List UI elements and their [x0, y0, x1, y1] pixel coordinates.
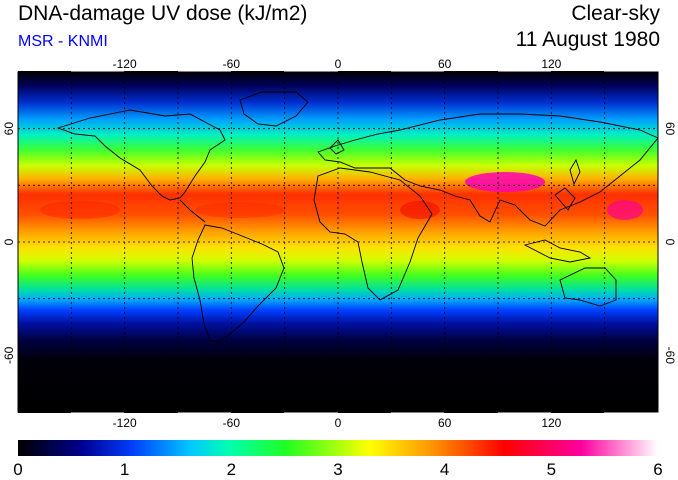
colorbar-tick-label: 6: [653, 460, 662, 479]
colorbar: [18, 440, 658, 456]
latitude-tick-label: 60: [2, 122, 16, 136]
colorbar-tick-label: 4: [440, 460, 449, 479]
sky-condition-label: Clear-sky: [571, 2, 660, 25]
longitude-tick-label: -120: [113, 416, 137, 430]
longitude-tick-label: -60: [223, 57, 241, 71]
longitude-labels-top: -120 -60 0 60 120: [113, 57, 562, 71]
longitude-tick-label: 60: [438, 416, 452, 430]
coastlines: [56, 91, 658, 343]
longitude-tick-label: -120: [113, 57, 137, 71]
colorbar-tick-label: 3: [333, 460, 342, 479]
colorbar-tick-label: 1: [120, 460, 129, 479]
longitude-tick-label: 60: [438, 57, 452, 71]
latitude-tick-label: -60: [2, 346, 16, 364]
latitude-labels-right: 60 0 -60: [663, 122, 677, 364]
latitude-tick-label: 0: [663, 239, 677, 246]
source-label: MSR - KNMI: [18, 33, 108, 50]
longitude-tick-label: 120: [541, 57, 561, 71]
longitude-tick-label: 120: [541, 416, 561, 430]
colorbar-labels: 0 1 2 3 4 5 6: [13, 460, 662, 479]
map-title: DNA-damage UV dose (kJ/m2): [18, 2, 308, 25]
latitude-tick-label: 60: [663, 122, 677, 136]
longitude-labels-bottom: -120 -60 0 60 120: [113, 416, 562, 430]
latitude-labels-left: 60 0 -60: [2, 122, 16, 364]
colorbar-tick-label: 2: [227, 460, 236, 479]
gridlines: [18, 72, 658, 412]
longitude-tick-label: -60: [223, 416, 241, 430]
colorbar-tick-label: 5: [547, 460, 556, 479]
map-frame: [17, 71, 659, 413]
latitude-tick-label: 0: [2, 238, 16, 245]
longitude-tick-label: 0: [335, 57, 342, 71]
longitude-tick-label: 0: [335, 416, 342, 430]
colorbar-tick-label: 0: [13, 460, 22, 479]
date-label: 11 August 1980: [515, 28, 660, 51]
latitude-tick-label: -60: [663, 347, 677, 365]
